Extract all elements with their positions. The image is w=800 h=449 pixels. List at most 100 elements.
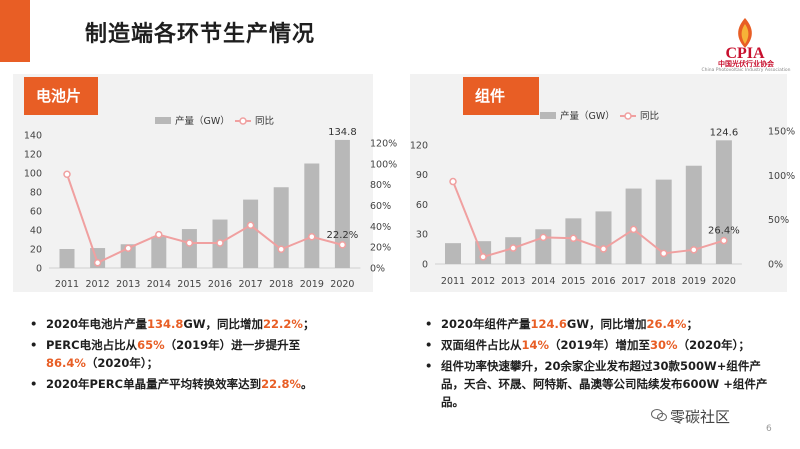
legend-bar-swatch: [155, 117, 171, 124]
x-tick-label: 2018: [269, 279, 293, 290]
bullet-item: • 2020年电池片产量134.8GW，同比增加22.2%；: [30, 315, 380, 333]
y-right-tick-label: 120%: [370, 139, 397, 150]
y-right-tick-label: 60%: [370, 201, 391, 212]
y-left-tick-label: 0: [422, 260, 428, 271]
line-yoy-point: [599, 245, 608, 253]
bullet-dot-icon: •: [30, 338, 38, 352]
bullet-text: ；: [302, 317, 315, 331]
bullet-text: PERC电池占比从: [46, 338, 138, 352]
bullet-text: 2020年电池片产量: [46, 317, 148, 331]
legend-line-marker: [624, 112, 632, 120]
y-right-tick-label: 150%: [768, 127, 795, 138]
page-number: 6: [766, 424, 772, 434]
highlight-value: 26.4%: [646, 317, 687, 331]
bar-production: [304, 163, 320, 268]
bar-production: [243, 199, 259, 268]
bullet-dot-icon: •: [30, 377, 38, 391]
line-yoy: [452, 181, 725, 259]
bullet-item: • 双面组件占比从14%（2019年）增加至30%（2020年）；: [425, 336, 770, 354]
module-tab: 组件: [463, 77, 539, 115]
logo-main-text: CPIA: [725, 45, 765, 62]
line-yoy-point: [308, 233, 316, 241]
last-line-data-label: 22.2%: [327, 230, 359, 241]
bullet-item: • PERC电池占比从65%（2019年）进一步提升至 86.4%（2020年）；: [30, 336, 380, 372]
y-left-tick-label: 20: [30, 245, 42, 256]
line-yoy-point: [539, 233, 548, 242]
y-right-tick-label: 100%: [370, 159, 397, 170]
y-left-tick-label: 100: [24, 169, 42, 180]
bullet-text: 2020年组件产量: [441, 317, 531, 331]
bar-production: [655, 179, 672, 264]
x-tick-label: 2013: [116, 279, 140, 290]
x-tick-label: 2013: [501, 276, 525, 287]
highlight-value: 134.8: [147, 317, 184, 331]
y-right-tick-label: 20%: [370, 243, 391, 254]
bar-production: [181, 229, 197, 268]
highlight-value: 22.2%: [263, 317, 303, 331]
legend-line-label: 同比: [255, 115, 274, 127]
x-tick-label: 2017: [239, 279, 263, 290]
y-left-tick-label: 140: [24, 131, 42, 142]
bullet-dot-icon: •: [425, 317, 433, 331]
bullet-text: 2020年PERC单晶量产平均转换效率达到: [46, 377, 262, 391]
x-tick-label: 2019: [682, 276, 706, 287]
y-left-tick-label: 60: [30, 207, 42, 218]
line-yoy-point: [124, 244, 132, 252]
y-left-tick-label: 60: [416, 200, 428, 211]
bullet-text: 组件功率快速攀升，20余家企业发布超过30款500W+组件产品，天合、环晟、阿特…: [441, 359, 768, 409]
line-yoy-point: [155, 230, 163, 239]
legend-bar-label: 产量（GW）: [560, 110, 615, 122]
y-left-tick-label: 80: [30, 188, 42, 199]
highlight-value: 86.4%: [46, 356, 86, 370]
bar-production: [685, 165, 702, 264]
line-yoy-point: [479, 253, 487, 261]
highlight-value: 14%: [521, 338, 550, 352]
bullet-item: • 2020年PERC单晶量产平均转换效率达到22.8%。: [30, 375, 380, 393]
wechat-icon: [651, 409, 667, 422]
slide-title: 制造端各环节生产情况: [85, 22, 316, 47]
title-accent-bar: [0, 0, 30, 62]
line-yoy-point: [629, 225, 638, 234]
x-tick-label: 2014: [147, 279, 171, 290]
highlight-value: 124.6: [530, 317, 567, 331]
line-yoy-point: [338, 241, 347, 249]
line-yoy-point: [216, 239, 224, 247]
x-tick-label: 2014: [531, 276, 555, 287]
y-right-tick-label: 0%: [768, 260, 783, 271]
y-left-tick-label: 120: [24, 150, 42, 161]
bullet-text: 。: [301, 377, 313, 391]
line-yoy-point: [569, 234, 578, 243]
cpia-logo: CPIA: [725, 18, 765, 62]
battery-bullets: • 2020年电池片产量134.8GW，同比增加22.2%； • PERC电池占比从6…: [30, 315, 380, 396]
battery-tab: 电池片: [24, 77, 98, 115]
y-left-tick-label: 90: [416, 170, 428, 181]
bar-production: [334, 139, 350, 268]
y-left-tick-label: 30: [416, 230, 428, 241]
line-yoy-point: [690, 246, 698, 254]
line-yoy-point: [509, 244, 517, 252]
bar-production: [715, 140, 732, 264]
line-yoy-point: [246, 221, 255, 230]
legend-line-marker: [239, 117, 247, 125]
x-tick-label: 2012: [86, 279, 110, 290]
module-bullets: • 2020年组件产量124.6GW，同比增加26.4%； • 双面组件占比从14%（…: [425, 315, 770, 414]
bar-production: [151, 236, 167, 268]
highlight-value: 30%: [650, 338, 678, 352]
bar-production: [595, 211, 612, 264]
bullet-text: （2019年）进一步提升至: [164, 338, 301, 352]
line-yoy-point: [449, 177, 457, 186]
x-tick-label: 2020: [712, 276, 736, 287]
x-tick-label: 2012: [471, 276, 495, 287]
y-right-tick-label: 40%: [370, 222, 391, 233]
legend-bar-swatch: [540, 112, 556, 119]
x-tick-label: 2015: [561, 276, 585, 287]
watermark-text: 零碳社区: [670, 408, 731, 426]
legend-line-label: 同比: [640, 110, 659, 122]
y-right-tick-label: 100%: [768, 171, 795, 182]
y-left-tick-label: 40: [30, 226, 42, 237]
bullet-item: • 2020年组件产量124.6GW，同比增加26.4%；: [425, 315, 770, 333]
bullet-text: ；: [686, 317, 698, 331]
logo-en-text: China Photovoltaic Industry Association: [701, 68, 791, 73]
